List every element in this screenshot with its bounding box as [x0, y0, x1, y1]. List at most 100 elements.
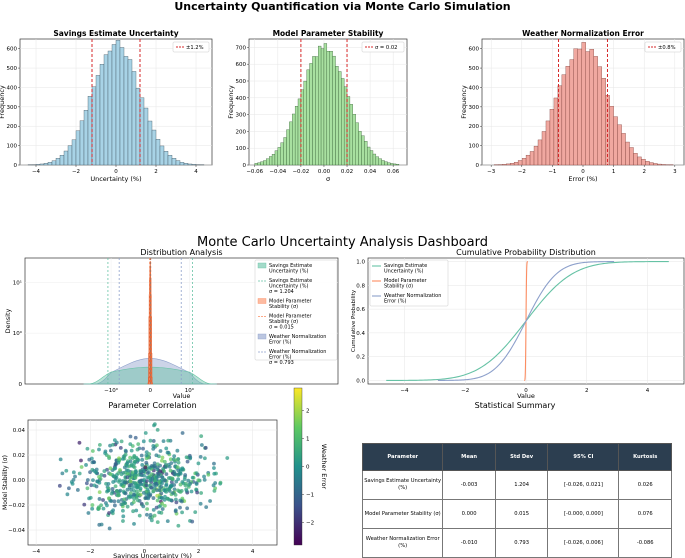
scatter-point	[186, 483, 191, 487]
figure-suptitle: Uncertainty Quantification via Monte Car…	[174, 0, 510, 13]
x-tick-label: 0.00	[318, 169, 331, 175]
scatter-point	[178, 505, 182, 510]
scatter-point	[196, 478, 201, 483]
x-tick-label: 0	[148, 388, 152, 394]
histogram-bar	[561, 74, 567, 166]
scatter-point	[102, 473, 107, 478]
histogram-bar	[318, 45, 322, 166]
scatter-point	[116, 471, 121, 476]
y-tick-label: 200	[236, 129, 247, 135]
scatter-point	[71, 470, 76, 475]
histogram-savings: −4 −2 0 2 4 0 100 200 300 400 500 600 Savings Estima…	[0, 29, 213, 183]
scatter-point	[160, 481, 164, 486]
legend-label: Savings Estimate Uncertainty (%)	[384, 263, 427, 275]
cell-kurtosis: 0.026	[618, 470, 672, 500]
cell-ci: [-0.026, 0.006]	[547, 528, 620, 558]
scatter-point	[194, 471, 199, 476]
y-tick-label: −0.02	[8, 503, 25, 509]
header-mean: Mean	[442, 443, 496, 471]
histogram-bar	[71, 139, 77, 166]
scatter-point	[85, 486, 90, 491]
scatter-point	[149, 463, 154, 468]
scatter-point	[113, 484, 118, 489]
x-tick-label: 0.02	[341, 169, 353, 175]
scatter-point	[109, 499, 114, 503]
scatter-point	[143, 465, 148, 470]
y-tick-label: 100	[7, 144, 18, 150]
scatter-point	[134, 489, 139, 494]
scatter-point	[136, 442, 141, 447]
histogram-bar	[39, 163, 45, 166]
legend-swatch	[257, 333, 267, 340]
scatter-point	[143, 431, 148, 435]
x-axis-label: Value	[517, 392, 535, 400]
scatter-point	[119, 439, 124, 444]
scatter-point	[125, 475, 130, 480]
scatter-point	[195, 490, 200, 495]
scatter-point	[168, 468, 173, 473]
scatter-point	[130, 456, 135, 461]
scatter-point	[177, 472, 181, 477]
histogram-bar	[502, 164, 507, 166]
scatter-point	[159, 484, 164, 489]
cell-kurtosis: -0.086	[618, 528, 672, 558]
scatter-point	[173, 497, 178, 502]
scatter-point	[60, 471, 65, 476]
header-parameter: Parameter	[361, 443, 444, 471]
parameter-correlation-chart: −4 −2 0 2 4 −0.04 −0.02 0.00 0.02 0.04 Parameter C…	[2, 387, 328, 558]
histogram-bar	[292, 113, 296, 166]
cell-ci: [-0.000, 0.000]	[547, 499, 620, 529]
scatter-point	[107, 454, 111, 459]
scatter-point	[160, 475, 165, 480]
scatter-point	[183, 473, 188, 477]
histogram-bar	[266, 158, 270, 166]
chart-title: Distribution Analysis	[140, 248, 222, 257]
scatter-point	[163, 465, 168, 470]
legend-label: Weather Normalization Error (%) σ = 0.793	[269, 349, 326, 366]
scatter-point	[202, 456, 207, 461]
y-tick-label: 0.4	[356, 331, 365, 337]
legend-swatch	[257, 298, 267, 304]
histogram-bar	[323, 43, 328, 166]
scatter-point	[125, 487, 130, 492]
scatter-point	[141, 504, 146, 509]
scatter-point	[142, 478, 147, 482]
scatter-point	[84, 463, 88, 467]
scatter-point	[151, 507, 156, 512]
scatter-point	[128, 491, 133, 496]
x-tick-label: 0	[114, 169, 118, 175]
scatter-point	[107, 496, 111, 501]
y-axis-label: Frequency	[460, 85, 468, 119]
x-tick-label: −10⁰	[104, 387, 119, 394]
histogram-bar	[55, 158, 61, 166]
histogram-bar	[175, 160, 181, 166]
x-tick-label: 4	[646, 388, 650, 394]
histogram-bar	[633, 153, 638, 166]
histogram-bar	[341, 78, 345, 166]
scatter-point	[130, 470, 135, 475]
histogram-bar	[87, 96, 93, 166]
x-tick-label: −1	[548, 169, 556, 175]
scatter-point	[111, 442, 115, 447]
histogram-bar	[589, 49, 594, 166]
scatter-point	[151, 489, 156, 493]
scatter-point	[106, 482, 111, 486]
scatter-point	[212, 461, 216, 466]
histogram-bar	[254, 163, 258, 166]
histogram-bar	[143, 107, 149, 166]
scatter-point	[145, 471, 150, 475]
scatter-point	[203, 445, 208, 450]
scatter-point	[121, 514, 126, 519]
scatter-point	[198, 501, 203, 506]
y-tick-label: 400	[236, 96, 247, 102]
legend-box	[172, 41, 210, 53]
scatter-point	[73, 474, 77, 479]
y-tick-label: 0	[19, 382, 23, 388]
histogram-bar	[63, 150, 69, 166]
scatter-point	[122, 497, 127, 502]
histogram-bar	[159, 145, 165, 166]
scatter-point	[190, 475, 195, 480]
histogram-bar	[573, 48, 578, 166]
scatter-point	[154, 483, 159, 487]
scatter-point	[97, 490, 102, 495]
